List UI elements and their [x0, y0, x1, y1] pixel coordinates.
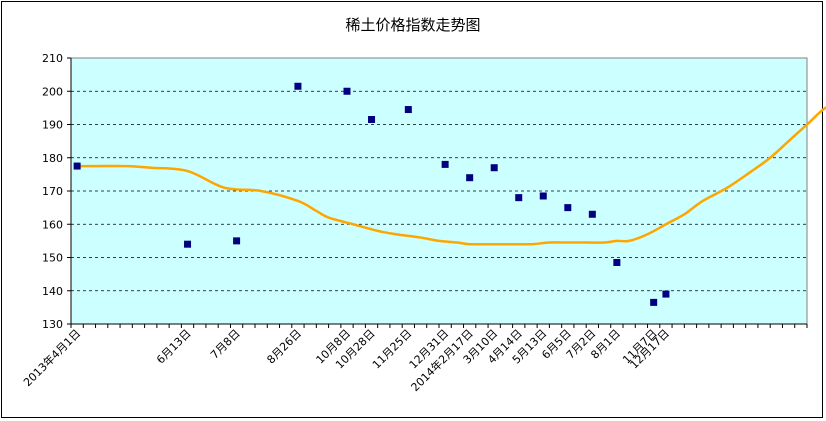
data-point-marker: [368, 116, 376, 124]
x-tick-label: 7月8日: [208, 327, 243, 362]
y-tick-label: 150: [42, 252, 63, 265]
data-point-marker: [404, 106, 412, 114]
data-point-marker: [441, 160, 449, 168]
data-point-marker: [613, 258, 621, 266]
y-tick-label: 160: [42, 218, 63, 231]
y-axis: 130 140 150 160 170 180 190 200 210: [42, 52, 72, 331]
gridlines: [71, 90, 807, 292]
data-point-marker: [564, 204, 572, 212]
y-tick-label: 210: [42, 52, 63, 65]
y-tick-label: 190: [42, 119, 63, 132]
data-point-marker: [73, 162, 81, 170]
y-tick-label: 170: [42, 185, 63, 198]
series-line: [77, 105, 826, 246]
y-tick-label: 200: [42, 85, 63, 98]
data-point-marker: [539, 192, 547, 200]
data-point-marker: [515, 194, 523, 202]
x-tick-label: 8月26日: [264, 327, 304, 367]
y-tick-label: 130: [42, 318, 63, 331]
data-point-marker: [662, 290, 670, 298]
data-point-marker: [184, 240, 192, 248]
data-point-marker: [466, 174, 474, 182]
data-point-marker: [343, 87, 351, 95]
x-axis: 2013年4月1日 6月13日 7月8日 8月26日 10月8日10月28日11月25日…: [20, 323, 808, 394]
x-tick-label: 11月25日: [370, 327, 415, 372]
series-markers: [73, 82, 670, 306]
data-point-marker: [650, 298, 658, 306]
data-point-marker: [294, 82, 302, 90]
x-tick-label: 6月13日: [154, 327, 194, 367]
data-point-marker: [233, 237, 241, 245]
data-point-marker: [588, 210, 596, 218]
chart-title: 稀土价格指数走势图: [345, 16, 481, 34]
y-tick-label: 140: [42, 285, 63, 298]
x-tick-label: 2013年4月1日: [20, 326, 83, 389]
data-point-marker: [490, 164, 498, 172]
y-tick-label: 180: [42, 152, 63, 165]
